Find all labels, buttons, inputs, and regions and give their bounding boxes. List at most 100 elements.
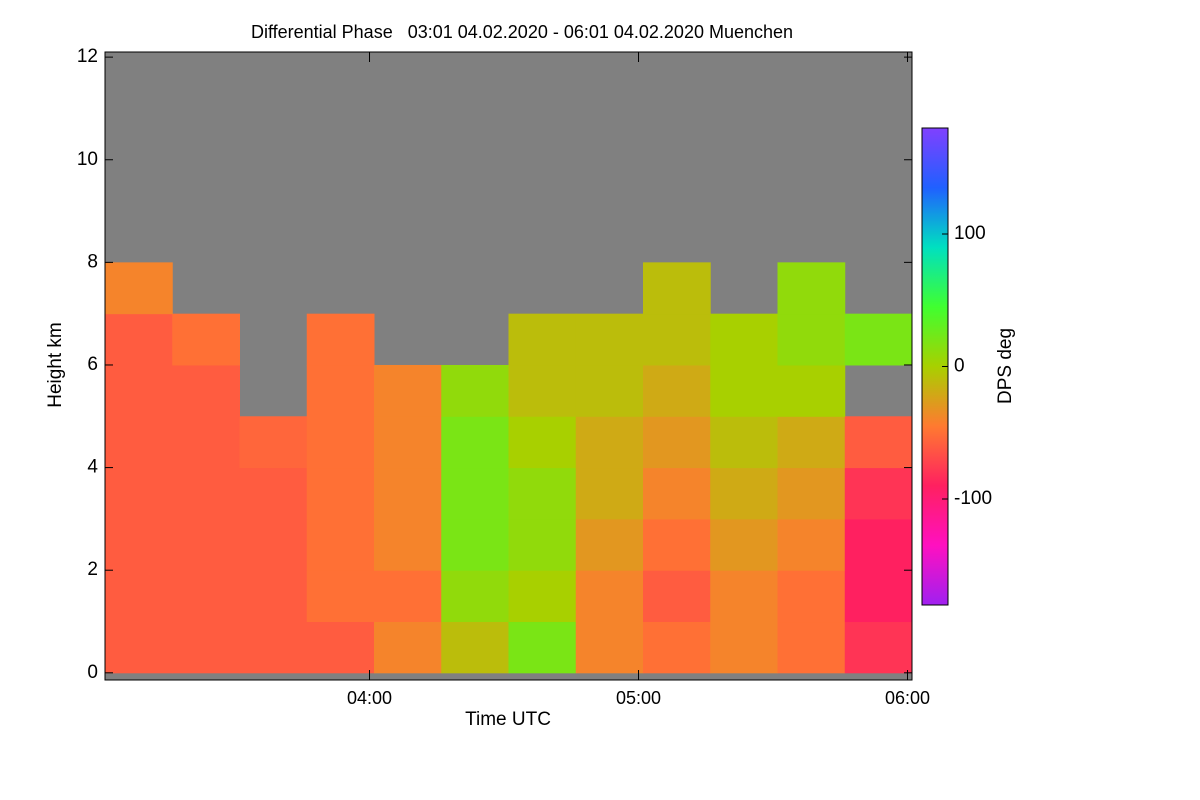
y-tick-label: 2 xyxy=(87,559,98,580)
heatmap-cell xyxy=(105,313,173,366)
heatmap-cell xyxy=(105,467,173,520)
heatmap-cell xyxy=(710,416,778,469)
heatmap-cell xyxy=(172,570,240,623)
heatmap-cell xyxy=(374,467,442,520)
heatmap-cell xyxy=(710,518,778,571)
heatmap-cell xyxy=(643,467,711,520)
x-tick-label: 05:00 xyxy=(616,688,661,708)
heatmap-cell xyxy=(844,416,913,469)
heatmap-cell xyxy=(643,313,711,366)
heatmap-cell xyxy=(172,518,240,571)
heatmap-cell xyxy=(172,313,240,366)
heatmap-cell xyxy=(374,570,442,623)
heatmap-cell xyxy=(777,262,846,315)
heatmap-cell xyxy=(441,364,509,417)
heatmap-cell xyxy=(172,467,240,520)
heatmap-cell xyxy=(374,518,442,571)
heatmap-cell xyxy=(575,570,644,623)
heatmap-cell xyxy=(306,364,375,417)
heatmap-cell xyxy=(710,313,778,366)
heatmap-cell xyxy=(508,416,577,469)
x-tick-label: 06:00 xyxy=(885,688,930,708)
heatmap-cell xyxy=(374,416,442,469)
heatmap-cell xyxy=(508,467,577,520)
y-tick-label: 4 xyxy=(87,457,98,478)
plot-frame xyxy=(104,51,913,681)
x-tick-label: 04:00 xyxy=(347,688,392,708)
heatmap-cell xyxy=(844,621,913,674)
heatmap-cell xyxy=(508,570,577,623)
y-tick-label: 0 xyxy=(87,662,98,683)
heatmap-cell xyxy=(105,518,173,571)
heatmap-cell xyxy=(844,518,913,571)
heatmap-cell xyxy=(710,364,778,417)
heatmap-cell xyxy=(575,467,644,520)
y-tick-label: 12 xyxy=(77,46,98,67)
heatmap-cell xyxy=(306,621,375,674)
heatmap-cell xyxy=(777,364,846,417)
heatmap-cell xyxy=(777,313,846,366)
heatmap-cell xyxy=(441,467,509,520)
colorbar-tick-label: 100 xyxy=(954,223,986,244)
heatmap-cell xyxy=(239,570,308,623)
heatmap-cell xyxy=(575,518,644,571)
heatmap-cell xyxy=(777,518,846,571)
heatmap-cell xyxy=(508,621,577,674)
colorbar-tick-label: -100 xyxy=(954,488,992,509)
heatmap-cell xyxy=(777,570,846,623)
y-tick-label: 6 xyxy=(87,354,98,375)
heatmap-cell xyxy=(374,364,442,417)
heatmap-cell xyxy=(710,570,778,623)
heatmap-cell xyxy=(172,416,240,469)
heatmap-cell xyxy=(575,621,644,674)
heatmap-cell xyxy=(441,570,509,623)
heatmap-cell xyxy=(105,621,173,674)
heatmap-cell xyxy=(710,467,778,520)
colorbar-label: DPS deg xyxy=(995,328,1016,404)
y-tick-label: 10 xyxy=(77,149,98,170)
heatmap-cell xyxy=(306,416,375,469)
heatmap-cell xyxy=(844,570,913,623)
heatmap-cell xyxy=(575,313,644,366)
heatmap-cell xyxy=(643,416,711,469)
heatmap-cell xyxy=(643,262,711,315)
heatmap-cell xyxy=(172,621,240,674)
heatmap-cell xyxy=(306,467,375,520)
heatmap-cell xyxy=(374,621,442,674)
x-axis-label: Time UTC xyxy=(465,709,551,730)
heatmap-cell xyxy=(239,518,308,571)
heatmap-cell xyxy=(777,416,846,469)
heatmap-cell xyxy=(239,467,308,520)
heatmap-cell xyxy=(172,364,240,417)
y-tick-label: 8 xyxy=(87,251,98,272)
heatmap-cell xyxy=(306,518,375,571)
heatmap-cell xyxy=(105,570,173,623)
heatmap-cell xyxy=(575,416,644,469)
heatmap-cell xyxy=(306,570,375,623)
heatmap-cell xyxy=(777,467,846,520)
heatmap-cell xyxy=(239,621,308,674)
heatmap-cell xyxy=(306,313,375,366)
heatmap-cell xyxy=(643,621,711,674)
heatmap-cell xyxy=(105,262,173,315)
heatmap-cell xyxy=(105,416,173,469)
heatmap-cell xyxy=(441,518,509,571)
heatmap-cell xyxy=(643,570,711,623)
heatmap-cell xyxy=(508,364,577,417)
colorbar-tick-label: 0 xyxy=(954,356,965,377)
heatmap-cell xyxy=(844,467,913,520)
heatmap-cell xyxy=(508,313,577,366)
heatmap-cell xyxy=(777,621,846,674)
heatmap-cell xyxy=(441,621,509,674)
heatmap-cell xyxy=(710,621,778,674)
heatmap-cell xyxy=(844,313,913,366)
heatmap-cell xyxy=(643,364,711,417)
heatmap-cell xyxy=(239,416,308,469)
heatmap-cell xyxy=(643,518,711,571)
heatmap-cell xyxy=(441,416,509,469)
heatmap-cell xyxy=(508,518,577,571)
heatmap-cell xyxy=(105,364,173,417)
y-axis-label: Height km xyxy=(45,322,66,408)
